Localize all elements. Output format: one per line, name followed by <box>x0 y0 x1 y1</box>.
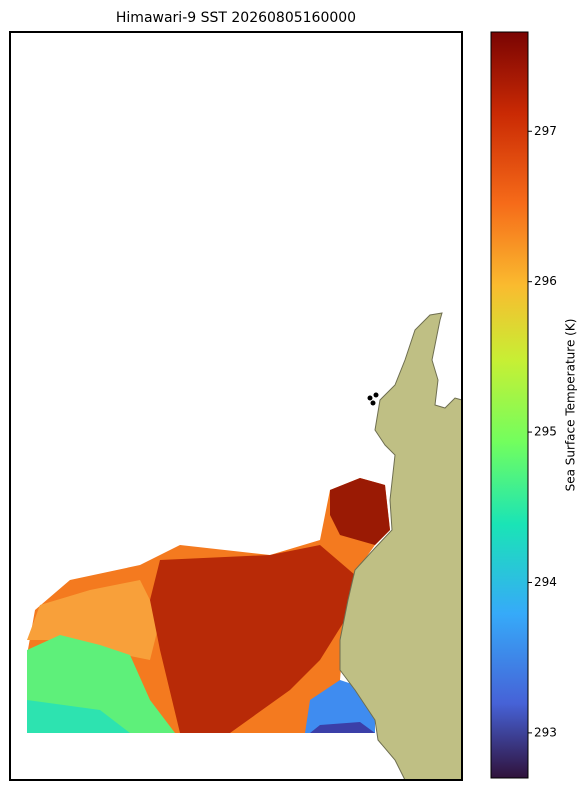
sst-field <box>27 478 390 733</box>
colorbar-tick-label: 293 <box>534 725 557 739</box>
islands <box>367 392 379 406</box>
colorbar <box>490 31 529 779</box>
colorbar-label: Sea Surface Temperature (K) <box>564 319 578 492</box>
land <box>339 312 463 781</box>
chart-title: Himawari-9 SST 20260805160000 <box>116 10 356 26</box>
colorbar-tick-label: 294 <box>534 575 557 589</box>
map-frame <box>9 31 463 781</box>
colorbar-tick-label: 295 <box>534 425 557 439</box>
colorbar-tick-label: 297 <box>534 124 557 138</box>
colorbar-tick-label: 296 <box>534 274 557 288</box>
